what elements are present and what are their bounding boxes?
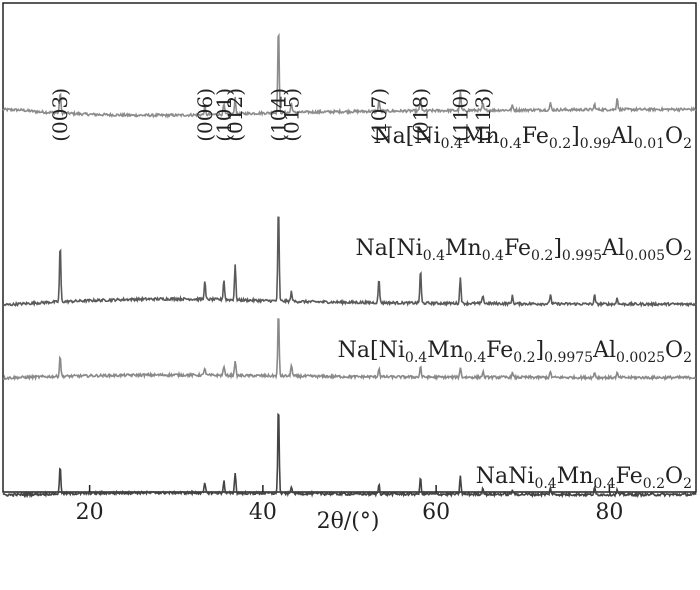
ticks-layer: 20 40 60 80 <box>76 485 623 525</box>
peak-label: (104) <box>267 88 291 142</box>
peak-label: (107) <box>367 88 391 142</box>
series-line-1 <box>2 32 697 119</box>
peak-label: (015) <box>280 88 304 142</box>
series-label-layer: Na[Ni0.4Mn0.4Fe0.2]0.99Al0.01O2 Na[Ni0.4M… <box>338 124 692 492</box>
series-layer <box>2 32 697 499</box>
peak-label-layer: (003) (006)(101)(012) (104)(015) (107) (018)… <box>48 88 495 142</box>
plot-frame <box>2 2 697 493</box>
series-label-1: Na[Ni0.4Mn0.4Fe0.2]0.99Al0.01O2 <box>373 124 692 152</box>
peak-label: (101) <box>212 88 236 142</box>
x-tick-label: 60 <box>422 500 450 525</box>
peak-label: (006) <box>193 88 217 142</box>
series-line-4 <box>2 412 697 499</box>
series-label-4: NaNi0.4Mn0.4Fe0.2O2 <box>476 464 692 492</box>
peak-label: (018) <box>409 88 433 142</box>
peak-label: (110) <box>448 88 472 142</box>
peak-label: (003) <box>48 88 72 142</box>
peak-label: (012) <box>223 88 247 142</box>
series-label-2: Na[Ni0.4Mn0.4Fe0.2]0.995Al0.005O2 <box>355 236 692 264</box>
x-tick-label: 40 <box>249 500 277 525</box>
series-line-3 <box>2 318 697 382</box>
x-axis-title: 2θ/(°) <box>317 509 380 534</box>
peak-label: (113) <box>471 88 495 142</box>
series-line-2 <box>2 216 697 308</box>
series-label-3: Na[Ni0.4Mn0.4Fe0.2]0.9975Al0.0025O2 <box>338 338 692 366</box>
x-tick-label: 80 <box>595 500 623 525</box>
x-tick-label: 20 <box>76 500 104 525</box>
